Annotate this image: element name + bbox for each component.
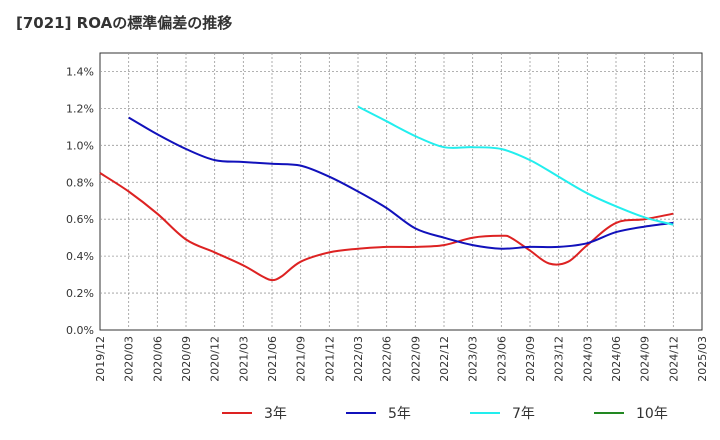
y-tick-label: 0.4% [66,250,94,263]
y-tick-label: 0.6% [66,213,94,226]
series-lines [99,105,674,282]
x-tick-label: 2024/09 [639,336,652,382]
x-tick-label: 2023/03 [467,336,480,382]
y-tick-label: 1.2% [66,102,94,115]
legend-label: 5年 [388,406,411,422]
legend-label: 3年 [264,406,287,422]
x-tick-label: 2021/12 [323,336,336,382]
x-tick-label: 2022/09 [409,336,422,382]
x-tick-label: 2022/06 [381,336,394,382]
y-tick-label: 1.0% [66,139,94,152]
series-line-3年 [99,172,674,282]
x-tick-label: 2021/09 [295,336,308,382]
x-tick-label: 2023/09 [524,336,537,382]
y-tick-label: 0.2% [66,287,94,300]
x-tick-label: 2020/12 [209,336,222,382]
legend: 3年 5年 7年 10年 [222,406,668,422]
series-line-5年 [128,116,674,250]
legend-label: 10年 [636,406,668,422]
x-tick-label: 2021/03 [237,336,250,382]
y-tick-label: 0.0% [66,324,94,337]
y-tick-label: 0.8% [66,176,94,189]
x-tick-label: 2024/12 [667,336,680,382]
legend-label: 7年 [512,406,535,422]
x-tick-label: 2024/03 [581,336,594,382]
x-tick-label: 2022/12 [438,336,451,382]
x-tick-label: 2020/09 [180,336,193,382]
x-tick-label: 2021/06 [266,336,279,382]
x-tick-label: 2023/12 [553,336,566,382]
y-axis: 0.0% 0.2% 0.4% 0.6% 0.8% 1.0% 1.2% 1.4% [66,65,94,337]
x-tick-label: 2024/06 [610,336,623,382]
x-tick-label: 2022/03 [352,336,365,382]
y-tick-label: 1.4% [66,65,94,78]
x-axis: 2019/12 2020/03 2020/06 2020/09 2020/12 2021/… [94,336,709,382]
x-tick-label: 2020/06 [151,336,164,382]
x-tick-label: 2019/12 [94,336,107,382]
x-tick-label: 2023/06 [495,336,508,382]
plot-area [99,52,703,331]
x-tick-label: 2025/03 [696,336,709,382]
chart-title: [7021] ROAの標準偏差の推移 [16,14,233,32]
x-tick-label: 2020/03 [123,336,136,382]
series-line-7年 [357,105,674,226]
